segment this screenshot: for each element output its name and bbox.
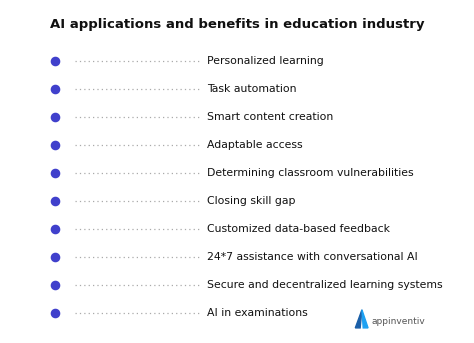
Text: Determining classroom vulnerabilities: Determining classroom vulnerabilities [208,168,414,178]
Text: Adaptable access: Adaptable access [208,140,303,150]
Point [51,255,59,260]
Point [51,310,59,316]
Point [51,198,59,204]
Text: Personalized learning: Personalized learning [208,56,324,66]
Point [51,115,59,120]
Text: Customized data-based feedback: Customized data-based feedback [208,224,391,234]
Point [51,58,59,64]
Point [51,142,59,148]
Point [51,170,59,176]
Text: Closing skill gap: Closing skill gap [208,196,296,206]
Text: Secure and decentralized learning systems: Secure and decentralized learning system… [208,280,443,290]
Text: appinventiv: appinventiv [372,317,426,326]
Point [51,86,59,92]
Text: 24*7 assistance with conversational AI: 24*7 assistance with conversational AI [208,252,418,262]
Point [51,226,59,232]
Polygon shape [356,310,362,328]
Text: Smart content creation: Smart content creation [208,112,334,122]
Text: Task automation: Task automation [208,84,297,94]
Text: AI in examinations: AI in examinations [208,308,308,318]
Point [51,282,59,288]
Polygon shape [362,310,368,328]
Text: AI applications and benefits in education industry: AI applications and benefits in educatio… [50,19,424,32]
